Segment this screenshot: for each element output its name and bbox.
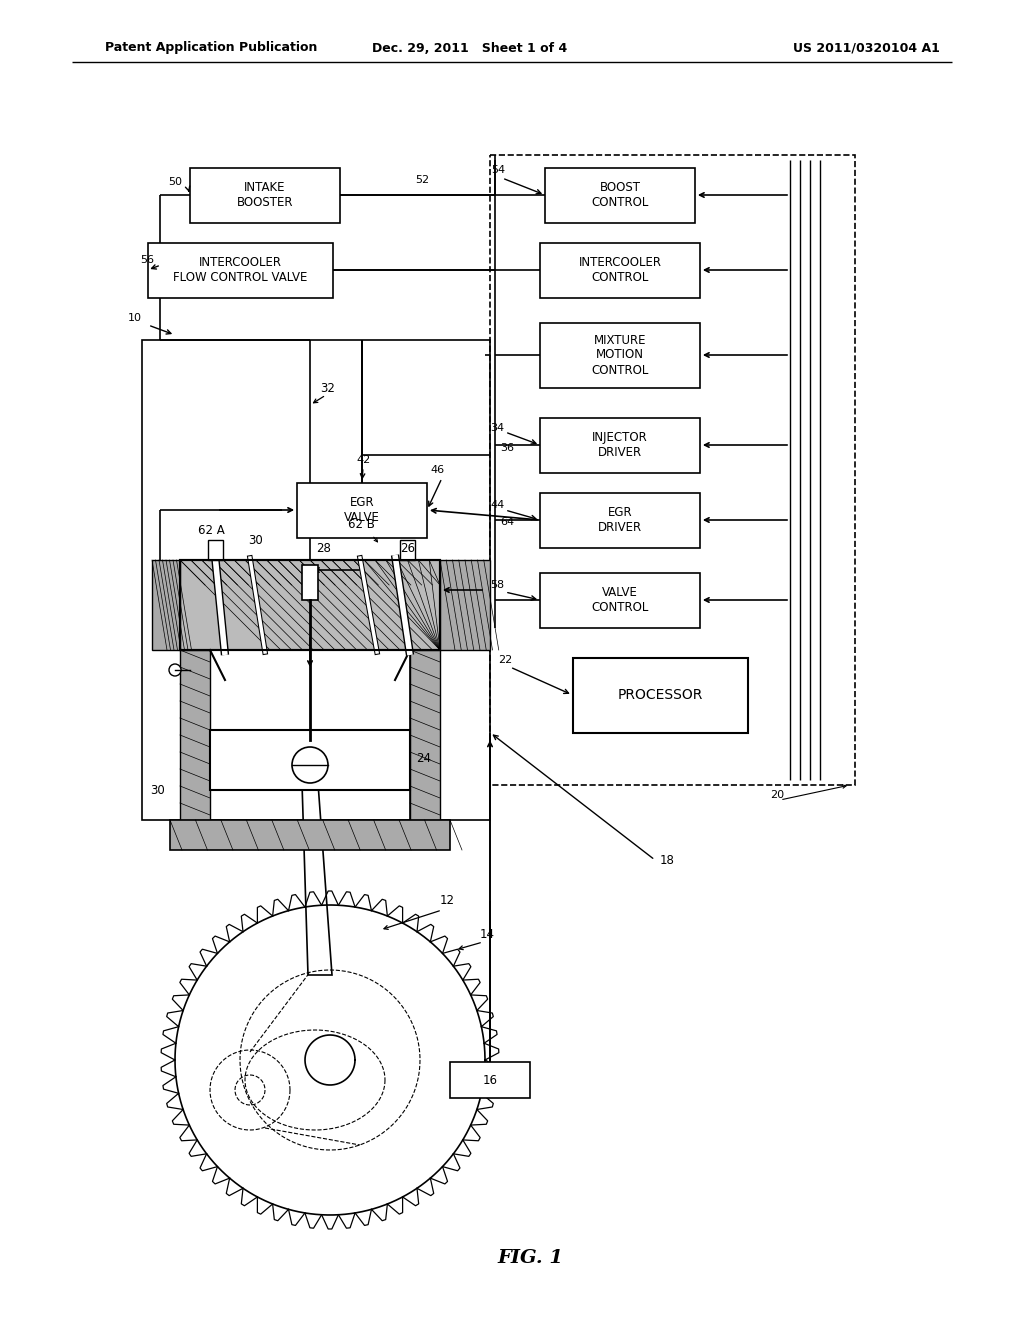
Text: Patent Application Publication: Patent Application Publication [105,41,317,54]
Bar [540,322,700,388]
Bar [545,168,695,223]
Bar [180,649,210,820]
Bar [180,560,440,649]
Circle shape [292,747,328,783]
Text: 58: 58 [490,579,504,590]
Text: FIG. 1: FIG. 1 [497,1249,563,1267]
Text: 10: 10 [128,313,142,323]
Text: 28: 28 [316,541,331,554]
Text: VALVE
CONTROL: VALVE CONTROL [591,586,648,614]
Bar [540,417,700,473]
Text: 34: 34 [490,422,504,433]
Text: 54: 54 [490,165,505,176]
Bar [540,573,700,627]
Text: 16: 16 [482,1073,498,1086]
Bar [400,540,415,560]
Text: INJECTOR
DRIVER: INJECTOR DRIVER [592,432,648,459]
Text: 22: 22 [498,655,512,665]
Bar [297,483,427,537]
Bar [170,820,450,850]
Circle shape [169,664,181,676]
Text: 12: 12 [440,894,455,907]
Text: 30: 30 [248,533,263,546]
Bar [147,243,333,297]
Text: PROCESSOR: PROCESSOR [617,688,702,702]
Text: INTERCOOLER
CONTROL: INTERCOOLER CONTROL [579,256,662,284]
Bar [208,540,223,560]
Bar [450,1063,530,1098]
Text: 20: 20 [770,789,784,800]
Polygon shape [302,783,332,975]
Text: 18: 18 [660,854,675,866]
Bar [540,492,700,548]
Text: 44: 44 [490,500,504,510]
Bar [572,657,748,733]
Text: INTERCOOLER
FLOW CONTROL VALVE: INTERCOOLER FLOW CONTROL VALVE [173,256,307,284]
Bar [210,730,410,789]
Text: 24: 24 [416,751,431,764]
Text: 62 B: 62 B [348,517,375,531]
Text: 30: 30 [150,784,165,796]
Bar [190,168,340,223]
Text: 52: 52 [415,176,429,185]
Text: MIXTURE
MOTION
CONTROL: MIXTURE MOTION CONTROL [591,334,648,376]
Bar [440,560,490,649]
Text: 32: 32 [319,381,335,395]
Text: BOOST
CONTROL: BOOST CONTROL [591,181,648,209]
Text: 62 A: 62 A [198,524,224,536]
Text: 56: 56 [140,255,154,265]
Text: 46: 46 [430,465,444,475]
Text: EGR
VALVE: EGR VALVE [344,496,380,524]
Bar [180,560,440,649]
Bar [302,565,318,601]
Bar [152,560,180,649]
Text: 64: 64 [500,517,514,527]
Bar [410,649,440,820]
Text: INTAKE
BOOSTER: INTAKE BOOSTER [237,181,293,209]
Text: EGR
DRIVER: EGR DRIVER [598,506,642,535]
Text: US 2011/0320104 A1: US 2011/0320104 A1 [794,41,940,54]
Text: 14: 14 [480,928,495,941]
Bar [142,341,490,820]
Text: 42: 42 [356,455,371,465]
Bar [540,243,700,297]
Text: 26: 26 [400,541,415,554]
Bar [490,154,855,785]
Text: 50: 50 [168,177,182,187]
Text: 36: 36 [500,444,514,453]
Text: Dec. 29, 2011   Sheet 1 of 4: Dec. 29, 2011 Sheet 1 of 4 [373,41,567,54]
